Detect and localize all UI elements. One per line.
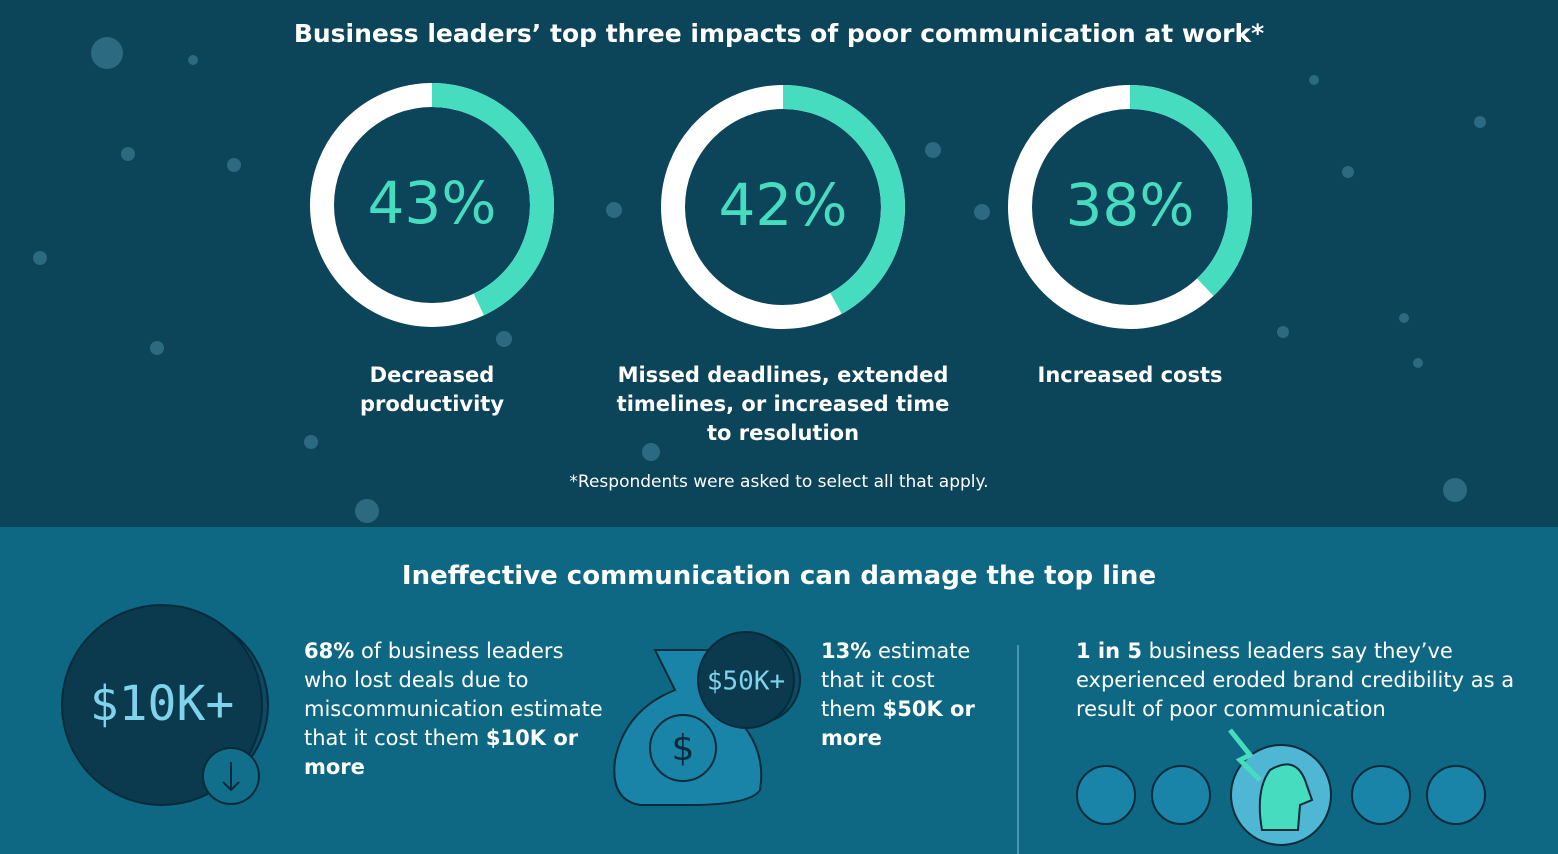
text-run: business leaders say they’ve experienced… <box>1076 639 1515 721</box>
stat-text: 68% of business leaders who lost deals d… <box>304 637 604 782</box>
down-arrow <box>222 762 240 792</box>
coin-small <box>697 631 795 729</box>
donut-caption: Decreased productivity <box>359 363 505 416</box>
decline-arrow <box>1228 728 1262 782</box>
stat-text: 13% estimate that it cost them $50K or m… <box>821 637 991 753</box>
people-icons <box>1076 744 1486 846</box>
donut-arc <box>1129 85 1252 296</box>
top-title: Business leaders’ top three impacts of p… <box>293 19 1265 48</box>
text-run: $50K or more <box>821 697 975 750</box>
text-run: 1 in 5 <box>1076 639 1142 663</box>
decor-dots <box>33 37 1486 523</box>
bag-dollar: $ <box>672 728 695 769</box>
text-run: of business leaders who lost deals due t… <box>304 639 603 750</box>
donut-value: 38% <box>1066 171 1195 239</box>
footnote: *Respondents were asked to select all th… <box>569 472 989 492</box>
money-bag <box>613 649 763 806</box>
donut-value: 43% <box>368 169 497 237</box>
text-run: $10K or more <box>304 726 579 779</box>
donut-value: 42% <box>719 171 848 239</box>
stat-text: 1 in 5 business leaders say they’ve expe… <box>1076 637 1516 724</box>
bag-symbol <box>649 714 717 782</box>
donut-caption: Missed deadlines, extended timelines, or… <box>616 363 950 445</box>
bottom-title: Ineffective communication can damage the… <box>401 561 1157 591</box>
text-run: 13% <box>821 639 872 663</box>
text-run: estimate that it cost them <box>821 639 971 721</box>
donut-arc <box>431 83 554 316</box>
donut-caption: Increased costs <box>1037 363 1223 387</box>
coin-label: $50K+ <box>707 667 785 697</box>
coin-label: $10K+ <box>90 676 235 732</box>
donut-arc <box>782 85 905 314</box>
text-run: 68% <box>304 639 355 663</box>
